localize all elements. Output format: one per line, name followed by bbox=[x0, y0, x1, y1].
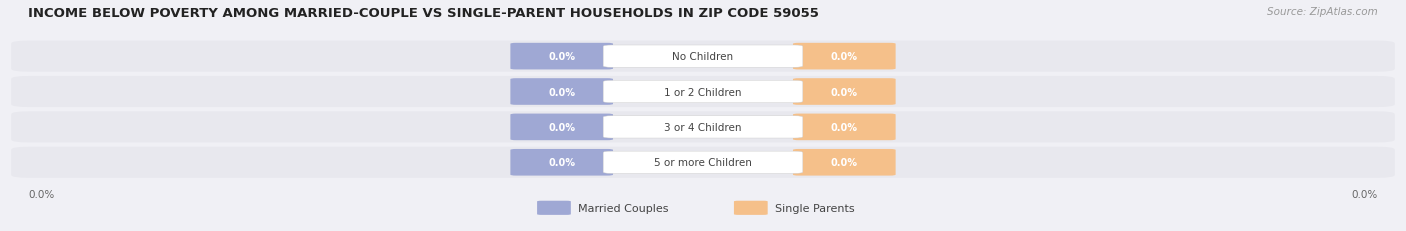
FancyBboxPatch shape bbox=[510, 114, 613, 141]
FancyBboxPatch shape bbox=[603, 152, 803, 174]
FancyBboxPatch shape bbox=[11, 112, 1395, 143]
FancyBboxPatch shape bbox=[537, 201, 571, 215]
Text: Married Couples: Married Couples bbox=[578, 203, 668, 213]
Text: 0.0%: 0.0% bbox=[548, 52, 575, 62]
Text: 1 or 2 Children: 1 or 2 Children bbox=[664, 87, 742, 97]
Text: No Children: No Children bbox=[672, 52, 734, 62]
Text: 0.0%: 0.0% bbox=[548, 158, 575, 167]
Text: 0.0%: 0.0% bbox=[28, 189, 55, 199]
FancyBboxPatch shape bbox=[603, 46, 803, 68]
FancyBboxPatch shape bbox=[793, 149, 896, 176]
Text: 0.0%: 0.0% bbox=[548, 87, 575, 97]
FancyBboxPatch shape bbox=[11, 41, 1395, 72]
FancyBboxPatch shape bbox=[734, 201, 768, 215]
FancyBboxPatch shape bbox=[793, 114, 896, 141]
Text: 0.0%: 0.0% bbox=[548, 122, 575, 132]
FancyBboxPatch shape bbox=[793, 79, 896, 105]
Text: 0.0%: 0.0% bbox=[831, 52, 858, 62]
Text: 0.0%: 0.0% bbox=[1351, 189, 1378, 199]
Text: 3 or 4 Children: 3 or 4 Children bbox=[664, 122, 742, 132]
Text: 0.0%: 0.0% bbox=[831, 87, 858, 97]
FancyBboxPatch shape bbox=[603, 116, 803, 138]
Text: Single Parents: Single Parents bbox=[775, 203, 855, 213]
Text: 0.0%: 0.0% bbox=[831, 158, 858, 167]
FancyBboxPatch shape bbox=[603, 81, 803, 103]
Text: INCOME BELOW POVERTY AMONG MARRIED-COUPLE VS SINGLE-PARENT HOUSEHOLDS IN ZIP COD: INCOME BELOW POVERTY AMONG MARRIED-COUPL… bbox=[28, 7, 818, 20]
FancyBboxPatch shape bbox=[793, 44, 896, 70]
FancyBboxPatch shape bbox=[11, 77, 1395, 108]
Text: Source: ZipAtlas.com: Source: ZipAtlas.com bbox=[1267, 7, 1378, 17]
Text: 0.0%: 0.0% bbox=[831, 122, 858, 132]
Text: 5 or more Children: 5 or more Children bbox=[654, 158, 752, 167]
FancyBboxPatch shape bbox=[11, 147, 1395, 178]
FancyBboxPatch shape bbox=[510, 44, 613, 70]
FancyBboxPatch shape bbox=[510, 149, 613, 176]
FancyBboxPatch shape bbox=[510, 79, 613, 105]
